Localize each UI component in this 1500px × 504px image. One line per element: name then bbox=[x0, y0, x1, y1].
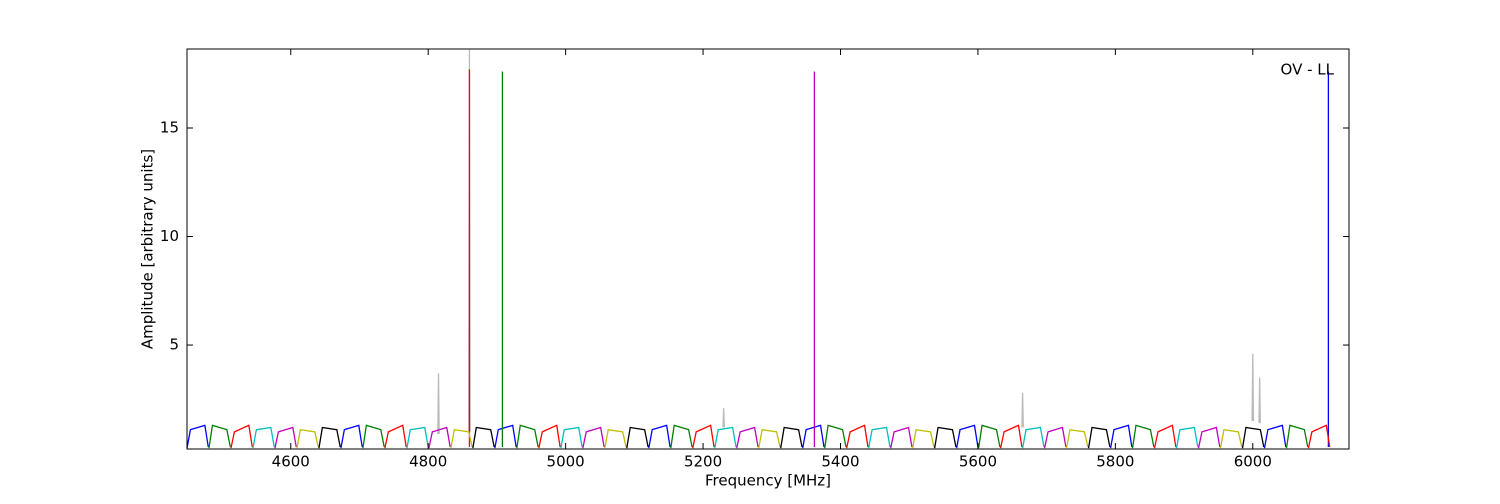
x-axis-label: Frequency [MHz] bbox=[705, 472, 831, 490]
annotation: OV - LL bbox=[1281, 61, 1335, 79]
series-line bbox=[437, 49, 1262, 435]
x-tick-label: 5600 bbox=[959, 453, 997, 471]
x-tick-label: 5800 bbox=[1096, 453, 1134, 471]
series-line bbox=[186, 71, 1330, 449]
y-tick-label: 5 bbox=[169, 336, 179, 354]
x-tick-label: 4800 bbox=[409, 453, 447, 471]
y-tick-label: 10 bbox=[160, 227, 179, 245]
plot-frame bbox=[186, 48, 1350, 450]
series-line bbox=[230, 69, 1331, 449]
marks bbox=[186, 49, 1331, 449]
series-line bbox=[318, 426, 1265, 449]
x-tick-label: 5400 bbox=[821, 453, 859, 471]
x-tick-label: 5000 bbox=[547, 453, 585, 471]
x-tick-label: 6000 bbox=[1234, 453, 1272, 471]
series-line bbox=[208, 71, 1309, 449]
series-line bbox=[274, 71, 1221, 449]
plot-area bbox=[187, 49, 1349, 449]
series-line bbox=[296, 428, 1243, 449]
x-tick-label: 5200 bbox=[684, 453, 722, 471]
series-line bbox=[252, 426, 1199, 449]
y-axis-label: Amplitude [arbitrary units] bbox=[139, 149, 157, 349]
y-tick-label: 15 bbox=[160, 119, 179, 137]
x-tick-label: 4600 bbox=[272, 453, 310, 471]
